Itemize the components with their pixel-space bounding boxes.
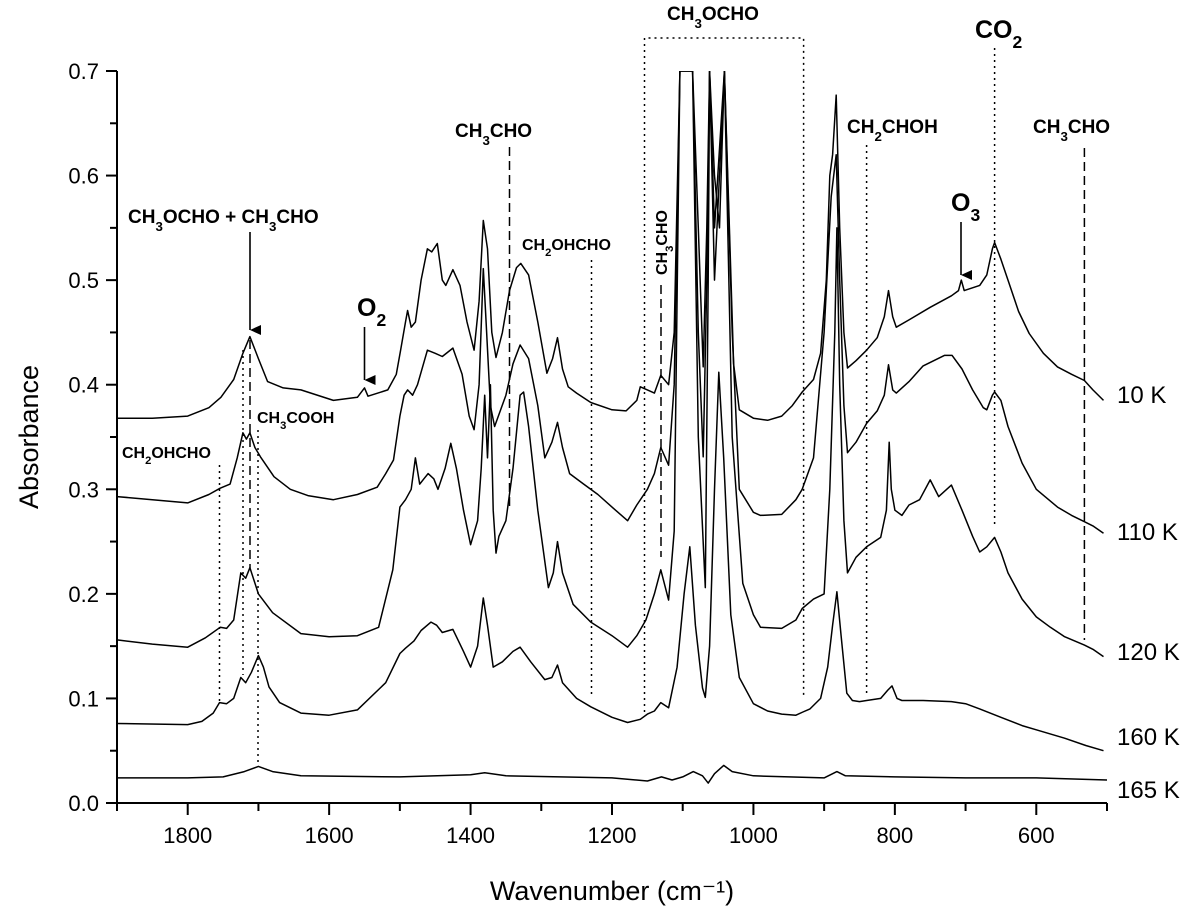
spectrum-10k (117, 71, 1105, 422)
y-ticks: 0.0 0.1 0.2 0.3 0.4 0.5 0.6 0.7 (68, 59, 117, 816)
series-label-165k: 165 K (1117, 777, 1180, 804)
spectra (117, 71, 1107, 784)
y-tick-label: 0.7 (68, 59, 99, 84)
label-ch3ocho-ch3cho: CH3OCHO + CH3CHO (128, 207, 319, 234)
label-o2: O2 (357, 294, 386, 330)
spectrum-120k (117, 71, 1104, 658)
x-tick-label: 600 (1018, 823, 1055, 848)
x-axis-title: Wavenumber (cm⁻¹) (490, 876, 734, 906)
y-tick-label: 0.4 (68, 373, 99, 398)
x-ticks: 1800 1600 1400 1200 1000 800 600 (116, 803, 1108, 848)
label-ch3cho-1345: CH3CHO (455, 121, 532, 148)
label-ch3cooh: CH3COOH (257, 410, 334, 432)
x-tick-label: 800 (876, 823, 913, 848)
y-tick-label: 0.1 (68, 686, 99, 711)
x-tick-label: 1200 (588, 823, 637, 848)
series-label-110k: 110 K (1117, 519, 1178, 546)
x-tick-label: 1600 (305, 823, 354, 848)
spectrum-165k (117, 764, 1107, 784)
y-axis-title: Absorbance (14, 365, 44, 509)
y-tick-label: 0.2 (68, 582, 99, 607)
label-ch2ohcho-left: CH2OHCHO (122, 445, 211, 467)
y-tick-label: 0.0 (68, 791, 99, 816)
spectrum-110k (117, 71, 1104, 534)
label-co2: CO2 (975, 16, 1023, 52)
annotation-markers (218, 37, 1086, 765)
label-ch3cho-vertical: CH3CHO (654, 210, 676, 275)
x-tick-label: 1800 (163, 823, 212, 848)
series-labels: 10 K 110 K 120 K 160 K 165 K (1117, 382, 1180, 804)
x-tick-label: 1000 (729, 823, 778, 848)
series-label-10k: 10 K (1117, 382, 1166, 409)
y-tick-label: 0.6 (68, 164, 99, 189)
y-tick-label: 0.5 (68, 268, 99, 293)
spectrum-160k (117, 371, 1104, 752)
dotted-box-ch3ocho (643, 37, 805, 712)
series-label-160k: 160 K (1117, 724, 1180, 751)
label-ch2choh: CH2CHOH (847, 117, 938, 144)
label-o3: O3 (951, 189, 980, 225)
x-tick-label: 1400 (446, 823, 495, 848)
label-ch3ocho-box: CH3OCHO (667, 4, 759, 31)
y-tick-label: 0.3 (68, 477, 99, 502)
annotation-labels: CH3OCHO + CH3CHO O2 CH3COOH CH2OHCHO CH3… (122, 4, 1110, 467)
series-label-120k: 120 K (1117, 639, 1180, 666)
label-ch3cho-532: CH3CHO (1033, 117, 1110, 144)
label-ch2ohcho-1229: CH2OHCHO (522, 237, 611, 259)
